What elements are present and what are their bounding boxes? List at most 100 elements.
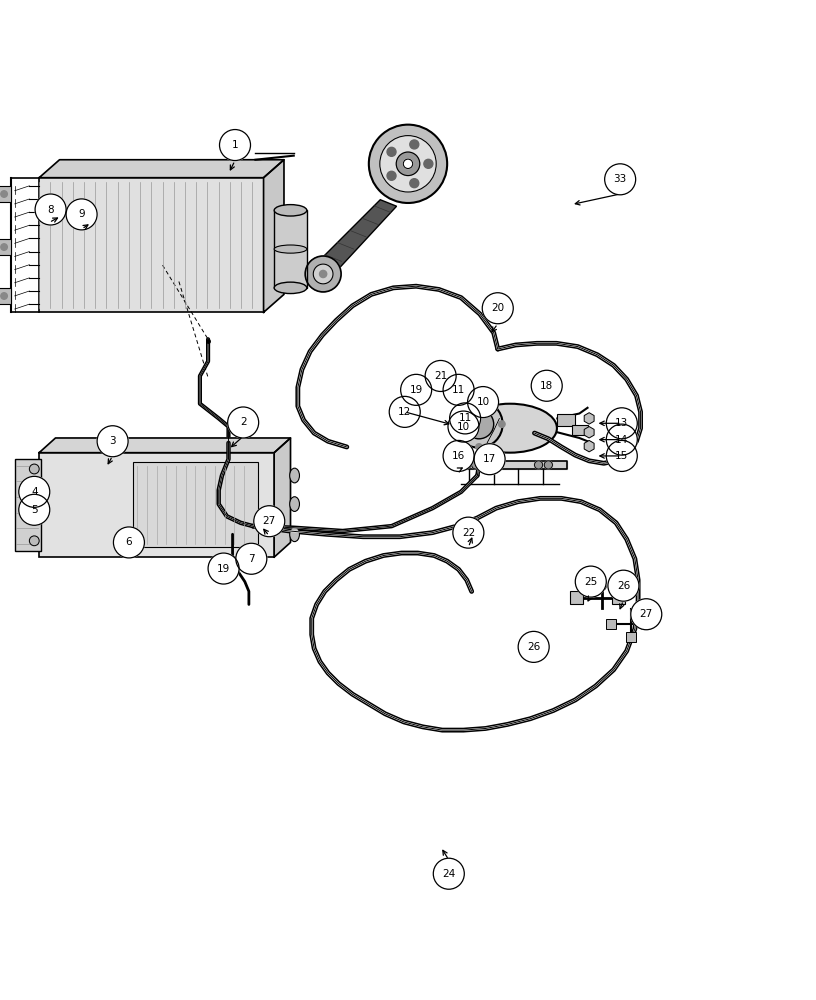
Polygon shape: [39, 160, 284, 178]
Circle shape: [605, 164, 636, 195]
FancyBboxPatch shape: [0, 239, 11, 255]
Text: 15: 15: [615, 451, 628, 461]
Circle shape: [463, 461, 471, 469]
Circle shape: [474, 444, 505, 475]
Text: 8: 8: [47, 205, 54, 215]
Circle shape: [220, 130, 251, 161]
Circle shape: [448, 411, 479, 442]
Text: 5: 5: [31, 505, 38, 515]
Circle shape: [387, 147, 396, 156]
Circle shape: [606, 408, 637, 439]
Circle shape: [97, 426, 128, 457]
Ellipse shape: [290, 527, 299, 542]
Circle shape: [397, 152, 419, 176]
Text: 3: 3: [109, 436, 116, 446]
Text: 1: 1: [232, 140, 238, 150]
Circle shape: [236, 543, 267, 574]
Ellipse shape: [455, 400, 503, 448]
Circle shape: [443, 440, 474, 471]
Text: 11: 11: [459, 413, 472, 423]
FancyBboxPatch shape: [557, 414, 575, 426]
Text: 27: 27: [640, 609, 653, 619]
Circle shape: [608, 570, 639, 601]
Circle shape: [575, 566, 606, 597]
Text: 21: 21: [434, 371, 447, 381]
Ellipse shape: [290, 497, 299, 511]
Ellipse shape: [274, 205, 307, 216]
Circle shape: [403, 159, 413, 169]
Circle shape: [534, 461, 543, 469]
Text: 10: 10: [457, 422, 470, 432]
Text: 4: 4: [31, 487, 38, 497]
Text: 20: 20: [491, 303, 504, 313]
Polygon shape: [453, 461, 567, 469]
Circle shape: [387, 171, 396, 180]
FancyBboxPatch shape: [39, 178, 264, 312]
Circle shape: [113, 527, 144, 558]
Text: 27: 27: [263, 516, 276, 526]
Polygon shape: [264, 160, 284, 312]
Bar: [570, 591, 583, 604]
Circle shape: [476, 398, 482, 405]
FancyBboxPatch shape: [39, 453, 274, 557]
Ellipse shape: [274, 245, 307, 253]
Text: 18: 18: [540, 381, 553, 391]
Circle shape: [499, 421, 505, 427]
Polygon shape: [274, 438, 290, 557]
Circle shape: [476, 444, 482, 450]
Text: 24: 24: [442, 869, 455, 879]
FancyBboxPatch shape: [0, 186, 11, 202]
Circle shape: [320, 270, 326, 278]
Text: 9: 9: [78, 209, 85, 219]
FancyBboxPatch shape: [572, 425, 588, 435]
Circle shape: [433, 858, 464, 889]
Text: 19: 19: [217, 564, 230, 574]
Polygon shape: [39, 438, 290, 453]
Circle shape: [468, 387, 499, 418]
Circle shape: [453, 421, 459, 427]
Ellipse shape: [290, 468, 299, 483]
Ellipse shape: [274, 282, 307, 294]
Circle shape: [208, 553, 239, 584]
Text: 11: 11: [452, 385, 465, 395]
Bar: [626, 632, 636, 642]
Circle shape: [379, 136, 437, 192]
Text: 26: 26: [527, 642, 540, 652]
Circle shape: [19, 476, 50, 507]
Circle shape: [631, 599, 662, 630]
Circle shape: [401, 374, 432, 405]
Bar: [133, 462, 258, 547]
Text: 14: 14: [615, 435, 628, 445]
Text: 6: 6: [126, 537, 132, 547]
Circle shape: [544, 461, 552, 469]
Circle shape: [1, 293, 7, 299]
Text: 12: 12: [398, 407, 411, 417]
Circle shape: [443, 374, 474, 405]
Text: 26: 26: [617, 581, 630, 591]
Text: 2: 2: [240, 417, 246, 427]
Circle shape: [29, 536, 39, 546]
Bar: [612, 591, 625, 604]
Text: 16: 16: [452, 451, 465, 461]
Circle shape: [29, 464, 39, 474]
Circle shape: [425, 360, 456, 391]
Bar: [641, 619, 650, 629]
Circle shape: [606, 440, 637, 471]
Bar: [15, 459, 41, 551]
Bar: [274, 210, 307, 288]
Circle shape: [254, 506, 285, 537]
Circle shape: [369, 125, 447, 203]
Circle shape: [35, 194, 66, 225]
Circle shape: [228, 407, 259, 438]
Circle shape: [606, 424, 637, 455]
Circle shape: [19, 494, 50, 525]
Circle shape: [482, 293, 513, 324]
Text: 10: 10: [477, 397, 490, 407]
Circle shape: [424, 159, 432, 168]
Circle shape: [464, 409, 494, 439]
Circle shape: [305, 256, 341, 292]
Circle shape: [410, 140, 419, 149]
Circle shape: [518, 631, 549, 662]
Text: 17: 17: [483, 454, 496, 464]
Circle shape: [531, 370, 562, 401]
